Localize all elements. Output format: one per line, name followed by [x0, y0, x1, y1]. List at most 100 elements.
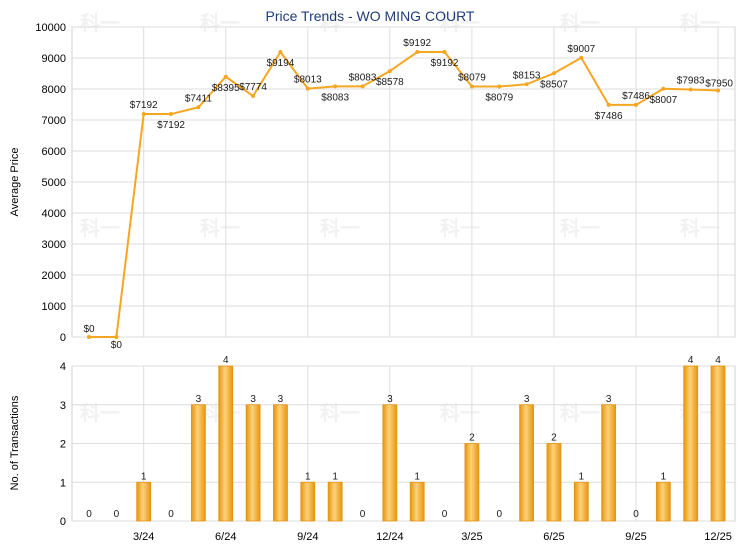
price-y-tick-label: 4000 [42, 208, 66, 220]
price-point [579, 55, 584, 60]
price-point [169, 112, 174, 117]
x-tick-label: 12/24 [376, 531, 404, 543]
transaction-bar [601, 404, 617, 522]
price-data-label: $7950 [705, 79, 733, 90]
transaction-count-label: 0 [496, 509, 502, 520]
price-point [716, 88, 721, 93]
transaction-count-label: 4 [223, 355, 229, 366]
transaction-count-label: 0 [360, 509, 366, 520]
price-line-series [87, 49, 721, 339]
transactions-y-tick-label: 2 [60, 439, 66, 451]
price-line [89, 50, 719, 338]
price-point [387, 69, 392, 74]
watermark-text: 科一 [320, 216, 360, 240]
x-tick-label: 6/25 [543, 531, 564, 543]
price-y-tick-label: 7000 [42, 115, 66, 127]
price-data-label: $8083 [349, 72, 377, 83]
price-data-label: $7486 [622, 91, 650, 102]
price-point [333, 84, 338, 89]
transactions-y-tick-label: 4 [60, 361, 66, 373]
price-point [497, 84, 502, 89]
price-point [606, 102, 611, 107]
transaction-count-label: 1 [414, 471, 420, 482]
price-y-tick-label: 9000 [42, 53, 66, 65]
transaction-bar [190, 404, 206, 522]
price-y-tick-label: 5000 [42, 177, 66, 189]
price-y-tick-label: 6000 [42, 146, 66, 158]
price-y-tick-label: 2000 [42, 270, 66, 282]
transactions-y-axis-label: No. of Transactions [9, 395, 21, 490]
transaction-bar [683, 365, 699, 522]
price-data-label: $7774 [239, 82, 267, 93]
transaction-bar [519, 404, 534, 522]
transaction-count-label: 3 [387, 394, 393, 405]
transaction-bar [710, 365, 726, 522]
price-data-label: $8395 [212, 83, 240, 94]
price-data-label: $8079 [458, 73, 486, 84]
transaction-count-label: 0 [168, 509, 174, 520]
price-data-label: $8083 [321, 92, 349, 103]
price-data-label: $8578 [376, 77, 404, 88]
price-data-label: $9194 [267, 58, 295, 69]
transactions-y-tick-label: 1 [60, 477, 66, 489]
watermark-text: 科一 [560, 216, 600, 240]
transaction-count-label: 0 [114, 509, 120, 520]
price-point [442, 50, 447, 55]
price-point [469, 84, 474, 89]
transaction-bar [409, 481, 425, 522]
price-point [196, 105, 201, 110]
transaction-count-label: 2 [551, 433, 557, 444]
transaction-count-label: 2 [469, 433, 475, 444]
price-data-label: $7983 [677, 76, 705, 87]
price-point [524, 82, 529, 87]
transaction-count-label: 4 [688, 355, 694, 366]
price-data-label: $7192 [157, 120, 185, 131]
transactions-y-tick-label: 0 [60, 516, 66, 528]
grid-layer [71, 26, 736, 522]
transaction-count-label: 1 [332, 471, 338, 482]
price-data-label: $0 [111, 340, 123, 351]
watermark-text: 科一 [440, 11, 480, 35]
transaction-count-label: 0 [86, 509, 92, 520]
transaction-count-label: 0 [633, 509, 639, 520]
price-data-label: $0 [83, 324, 95, 335]
transaction-bar [218, 365, 234, 522]
price-data-label: $9192 [403, 38, 431, 49]
x-tick-label: 12/25 [704, 531, 732, 543]
data-label-layer: 0 0 1 0 3 4 3 3 1 1 0 3 1 0 2 0 3 2 1 3 0 1 4 4 $0 $0 $7192 $7192 $7… [83, 38, 733, 520]
price-y-tick-label: 0 [60, 332, 66, 344]
price-data-label: $7486 [595, 111, 623, 122]
price-point [415, 50, 420, 55]
watermark-text: 科一 [680, 216, 720, 240]
transaction-bar [546, 443, 562, 522]
price-point [360, 84, 365, 89]
price-point [141, 112, 146, 117]
price-y-axis-label: Average Price [9, 148, 21, 217]
price-point [661, 86, 666, 91]
watermark-text: 科一 [320, 11, 360, 35]
watermark-text: 科一 [560, 11, 600, 35]
watermark-text: 科一 [440, 216, 480, 240]
price-data-label: $7192 [130, 100, 158, 111]
price-point [114, 335, 119, 339]
watermark-text: 科一 [200, 11, 240, 35]
price-point [634, 102, 638, 107]
watermark-text: 科一 [80, 11, 120, 35]
price-point [688, 87, 693, 92]
transaction-count-label: 1 [579, 471, 585, 482]
transaction-count-label: 3 [278, 394, 284, 405]
transaction-bar [464, 443, 480, 522]
price-data-label: $8153 [513, 70, 541, 81]
transaction-count-label: 0 [442, 509, 448, 520]
x-tick-label: 6/24 [215, 531, 236, 543]
price-data-label: $7411 [185, 93, 213, 104]
price-point [305, 86, 310, 91]
transaction-count-label: 3 [606, 394, 612, 405]
transaction-bar [655, 481, 671, 522]
transaction-count-label: 3 [524, 394, 530, 405]
transaction-bar [573, 481, 589, 522]
price-data-label: $9192 [431, 58, 459, 69]
price-y-tick-label: 1000 [42, 301, 66, 313]
transaction-bar [273, 404, 288, 522]
